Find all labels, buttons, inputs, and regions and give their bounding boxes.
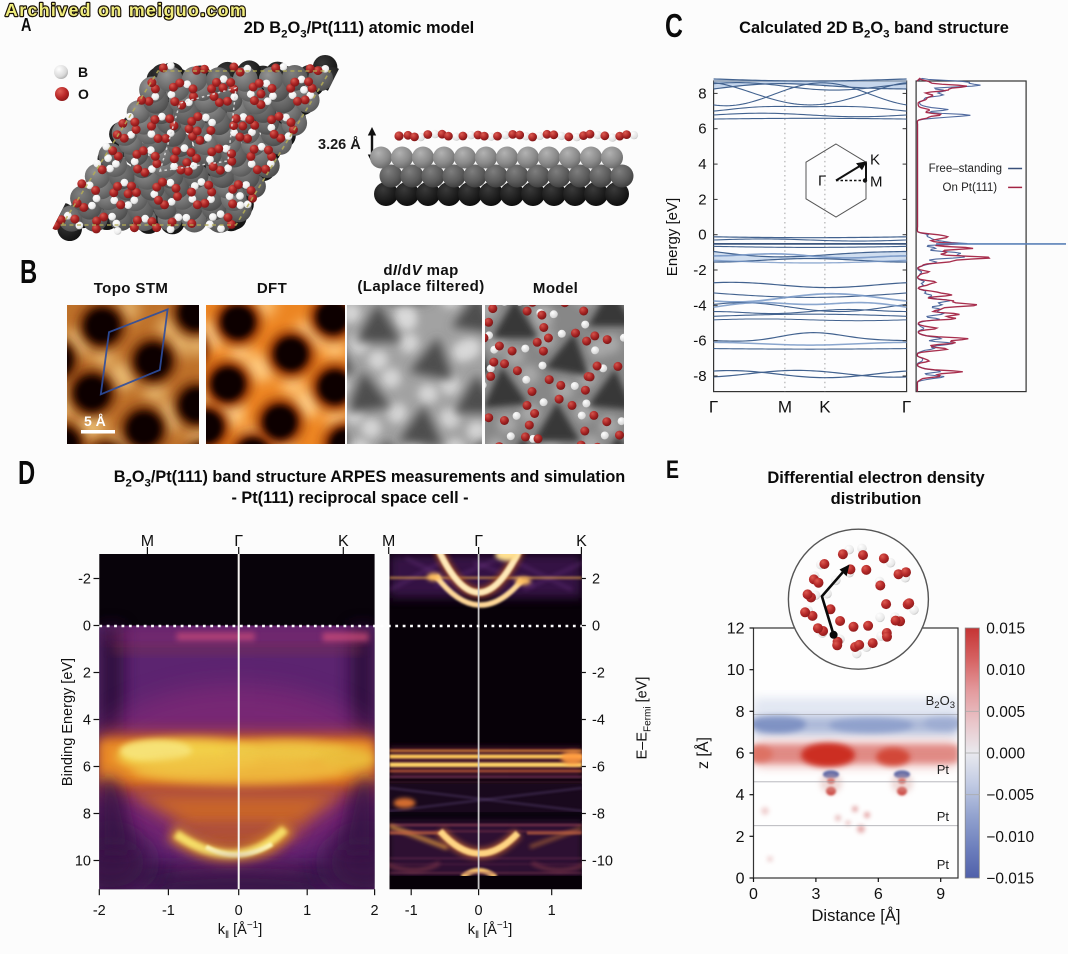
svg-text:0: 0: [736, 871, 745, 888]
svg-text:K: K: [338, 533, 349, 550]
svg-text:k‖ [Å−1]: k‖ [Å−1]: [218, 920, 263, 941]
svg-text:8: 8: [83, 807, 91, 823]
svg-text:Γ: Γ: [234, 533, 243, 550]
svg-text:−0.010: −0.010: [986, 829, 1034, 846]
svg-text:Energy [eV]: Energy [eV]: [664, 198, 681, 276]
svg-text:Free–standing: Free–standing: [929, 163, 1003, 175]
svg-text:8: 8: [736, 704, 745, 721]
svg-text:Γ: Γ: [709, 398, 718, 417]
svg-text:6: 6: [874, 886, 883, 903]
svg-text:5 Å: 5 Å: [84, 413, 106, 429]
svg-text:0: 0: [592, 619, 600, 635]
svg-text:9: 9: [936, 886, 945, 903]
svg-text:6: 6: [698, 121, 706, 138]
svg-text:0: 0: [235, 903, 243, 919]
svg-text:0: 0: [749, 886, 758, 903]
svg-text:0.005: 0.005: [986, 704, 1025, 721]
svg-text:2: 2: [736, 829, 745, 846]
svg-text:2: 2: [592, 572, 600, 588]
svg-text:Γ: Γ: [474, 533, 483, 550]
svg-text:Pt: Pt: [937, 762, 950, 777]
svg-text:10: 10: [75, 854, 91, 870]
svg-text:4: 4: [698, 156, 706, 173]
svg-text:0.015: 0.015: [986, 621, 1025, 638]
svg-text:k‖ [Å−1]: k‖ [Å−1]: [468, 920, 513, 941]
svg-text:1: 1: [548, 903, 556, 919]
svg-text:-6: -6: [693, 333, 706, 350]
svg-text:2: 2: [698, 191, 706, 208]
svg-text:O: O: [78, 86, 89, 102]
svg-text:6: 6: [736, 746, 745, 763]
svg-text:-2: -2: [592, 666, 605, 682]
svg-text:1: 1: [303, 903, 311, 919]
svg-text:0.000: 0.000: [986, 746, 1025, 763]
svg-text:0: 0: [83, 619, 91, 635]
svg-text:2: 2: [371, 903, 379, 919]
svg-text:B: B: [78, 64, 88, 80]
svg-text:-4: -4: [592, 713, 605, 729]
svg-text:Binding Energy [eV]: Binding Energy [eV]: [60, 658, 76, 786]
svg-text:B2O3: B2O3: [926, 693, 955, 711]
svg-text:Archived on meiguo.com: Archived on meiguo.com: [5, 0, 247, 20]
svg-text:Pt: Pt: [937, 809, 950, 824]
svg-text:M: M: [778, 398, 792, 417]
svg-text:-4: -4: [693, 297, 706, 314]
svg-text:-2: -2: [78, 572, 91, 588]
svg-text:Distance [Å]: Distance [Å]: [812, 906, 901, 925]
svg-text:-1: -1: [162, 903, 175, 919]
svg-text:0: 0: [698, 227, 706, 244]
svg-text:0.010: 0.010: [986, 662, 1025, 679]
svg-text:K: K: [819, 398, 831, 417]
svg-text:6: 6: [83, 760, 91, 776]
svg-text:Pt: Pt: [937, 857, 950, 872]
svg-text:−0.015: −0.015: [986, 871, 1034, 888]
svg-text:-1: -1: [405, 903, 418, 919]
svg-text:M: M: [870, 174, 883, 191]
svg-text:-8: -8: [592, 807, 605, 823]
svg-text:-10: -10: [592, 854, 613, 870]
svg-text:0: 0: [475, 903, 483, 919]
svg-text:-8: -8: [693, 368, 706, 385]
svg-text:M: M: [382, 533, 395, 550]
svg-text:Γ: Γ: [902, 398, 911, 417]
svg-text:-2: -2: [693, 262, 706, 279]
svg-text:E–EFermi [eV]: E–EFermi [eV]: [635, 677, 654, 760]
svg-text:12: 12: [727, 621, 745, 638]
svg-text:3.26 Å: 3.26 Å: [318, 136, 361, 153]
svg-text:2: 2: [83, 666, 91, 682]
svg-text:K: K: [870, 151, 880, 168]
svg-text:4: 4: [83, 713, 91, 729]
svg-text:K: K: [576, 533, 587, 550]
svg-text:−0.005: −0.005: [986, 787, 1034, 804]
svg-text:8: 8: [698, 85, 706, 102]
svg-text:M: M: [141, 533, 154, 550]
svg-text:On Pt(111): On Pt(111): [943, 182, 998, 194]
svg-text:10: 10: [727, 662, 745, 679]
svg-text:z [Å]: z [Å]: [693, 737, 712, 769]
svg-text:Γ: Γ: [818, 173, 826, 190]
svg-text:3: 3: [811, 886, 820, 903]
svg-text:-6: -6: [592, 760, 605, 776]
svg-text:4: 4: [736, 787, 745, 804]
svg-text:-2: -2: [93, 903, 106, 919]
